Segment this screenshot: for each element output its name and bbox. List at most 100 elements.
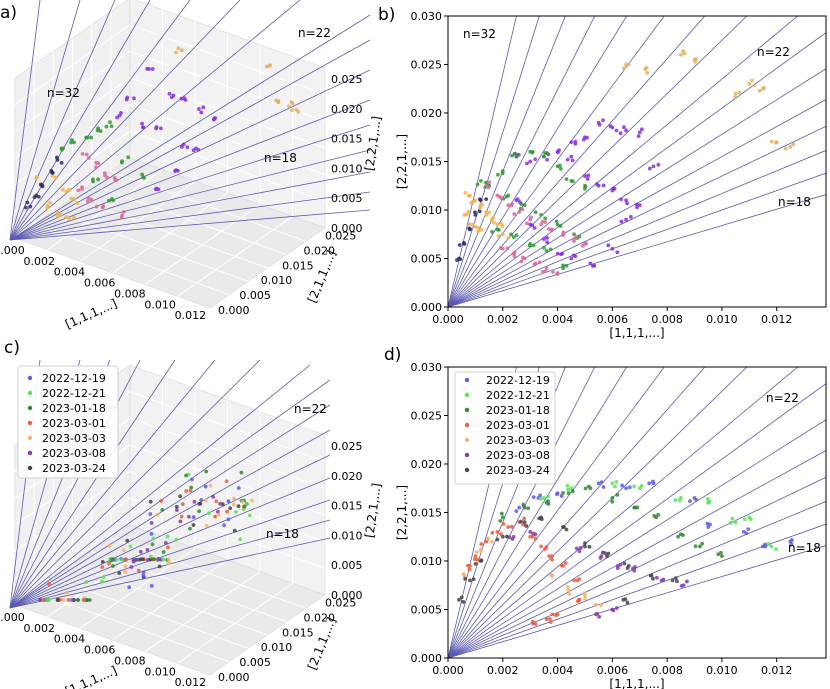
panel-d-point-2023-03-08 (528, 530, 533, 534)
panel-b-point-green (510, 153, 514, 158)
panel-b-point-purple (569, 256, 574, 261)
panel-c-point (191, 515, 196, 520)
panel-d-point-2023-03-24 (495, 537, 500, 542)
panel-d-ray-line (448, 450, 826, 658)
panel-b-ray-line (448, 16, 799, 307)
panel-b-point-purple (573, 141, 578, 146)
panel-b-point-green (539, 212, 544, 217)
panel-c-point (214, 499, 219, 504)
panel-c-xtick-label: 0.000 (0, 611, 25, 624)
panel-d-point-2023-03-01 (473, 557, 477, 562)
panel-a-xlabel: [1,1,1,...] (63, 296, 119, 331)
panel-c-legend-marker (27, 465, 33, 471)
panel-d-point-2023-03-08 (598, 556, 603, 560)
panel-b-xtick-label: 0.006 (597, 313, 629, 326)
panel-b-point-purple (637, 130, 642, 135)
panel-a-label: a) (0, 3, 17, 23)
panel-d-ytick-label: 0.025 (411, 410, 443, 423)
panel-b-point-pink (540, 269, 545, 274)
panel-c-xtick-label: 0.002 (23, 622, 55, 635)
panel-c-point (199, 498, 204, 502)
panel-d-point-2023-03-03 (486, 536, 490, 541)
panel-c-point (148, 499, 153, 504)
panel-d-point-2022-12-19 (746, 527, 751, 532)
panel-b-point-pink (505, 246, 510, 251)
panel-d-point-2023-03-24 (651, 576, 655, 581)
panel-b-point-green (554, 219, 559, 224)
panel-b-point-purple (594, 182, 599, 186)
panel-d-ray-label-n22: n=22 (766, 391, 799, 405)
panel-d-point-2023-03-01 (550, 612, 555, 617)
panel-a-point (23, 205, 28, 210)
panel-c-legend-marker (27, 375, 33, 381)
panel-c-point (101, 575, 106, 579)
panel-a-point (85, 135, 90, 140)
panel-b-point-tan (622, 66, 626, 71)
panel-b-point-orange (476, 229, 481, 234)
panel-c-grid-floor-y (110, 537, 307, 609)
panel-b-point-green (544, 151, 549, 155)
panel-c-point (156, 557, 161, 561)
panel-b-point-purple (610, 246, 615, 251)
panel-d-point-2022-12-21 (677, 498, 682, 503)
panel-b-point-tan (733, 91, 738, 96)
panel-d-point-2023-03-24 (461, 600, 466, 604)
panel-c-point (70, 598, 74, 602)
panel-d-point-2023-03-01 (563, 561, 568, 565)
panel-c-point (224, 479, 229, 484)
panel-c-point (129, 565, 134, 569)
panel-c-point (192, 499, 197, 504)
panel-d-point-2022-12-21 (610, 481, 615, 486)
panel-d-point-2023-03-24 (670, 578, 675, 583)
panel-b-point-purple (619, 219, 624, 224)
panel-d-point-2022-12-19 (763, 544, 768, 549)
panel-a-ray-line (9, 191, 371, 241)
panel-b-point-purple (601, 183, 606, 188)
panel-c-xtick-label: 0.006 (84, 644, 116, 657)
panel-b-point-purple (625, 201, 630, 206)
panel-d-ray-line (448, 367, 596, 658)
panel-c-ray-line (9, 429, 331, 609)
panel-d-point-2023-03-24 (473, 561, 478, 566)
panel-a-ray-line (9, 0, 81, 241)
panel-a-point (267, 63, 272, 68)
panel-a-point (45, 203, 50, 208)
panel-d-point-2022-12-19 (627, 485, 632, 490)
panel-d-point-2023-03-24 (622, 561, 627, 566)
panel-a-ytick-label: 0.005 (239, 289, 271, 302)
panel-c-point (222, 523, 227, 528)
panel-c-point (236, 504, 241, 509)
panel-d-xtick-label: 0.000 (432, 664, 464, 677)
panel-b-point-tan (678, 52, 683, 57)
panel-a-point (84, 152, 89, 157)
panel-d-point-2022-12-19 (531, 495, 536, 499)
panel-a-point (80, 151, 85, 156)
panel-a-point (276, 100, 281, 105)
panel-d-point-2023-03-24 (479, 558, 484, 563)
panel-b-xtick-label: 0.004 (542, 313, 574, 326)
panel-c-point (84, 580, 89, 584)
panel-c-point (150, 542, 155, 547)
panel-d-point-2023-01-18 (561, 491, 565, 495)
panel-b-point-green (561, 263, 565, 268)
panel-d-point-2022-12-19 (650, 479, 655, 484)
panel-c-legend-box (17, 365, 119, 479)
panel-d-point-2022-12-19 (789, 542, 794, 547)
panel-d-ytick-label: 0.005 (411, 604, 443, 617)
panel-d-point-2023-03-03 (583, 596, 587, 601)
panel-a-point (58, 212, 63, 217)
panel-c-point (174, 504, 179, 509)
panel-b-point-green (582, 186, 587, 191)
panel-b-point-pink (537, 260, 542, 265)
panel-d-point-2023-03-01 (548, 620, 553, 624)
panel-d-point-2022-12-21 (632, 484, 637, 489)
panel-b-point-purple (601, 118, 605, 123)
panel-d-point-2023-03-24 (459, 595, 464, 600)
panel-a-point (174, 50, 178, 55)
panel-c-point (120, 558, 125, 562)
panel-b-ytick-label: 0.000 (411, 301, 443, 314)
panel-b-ray-line (448, 16, 665, 307)
panel-c-point (128, 544, 133, 549)
panel-b-point-green (514, 152, 519, 157)
panel-d-point-2023-01-18 (546, 499, 550, 504)
